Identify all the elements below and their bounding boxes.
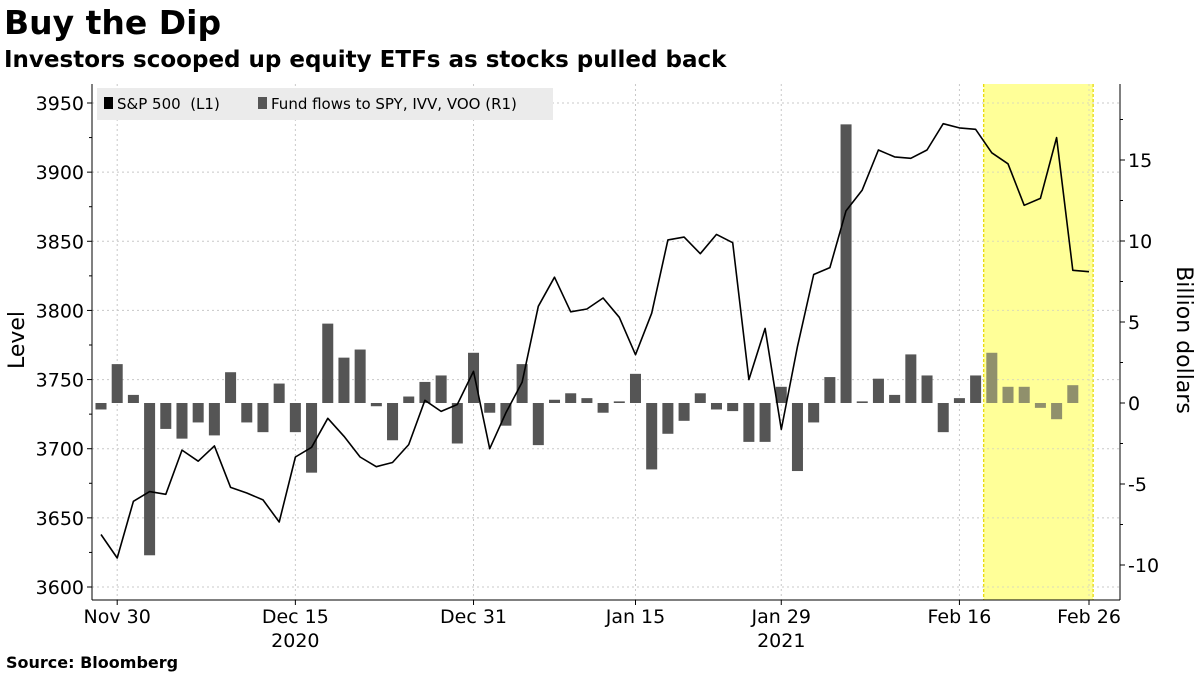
flow-bar: [646, 403, 658, 470]
left-tick-label: 3600: [36, 577, 84, 599]
flow-bar: [273, 383, 285, 403]
flow-bar: [710, 403, 722, 410]
left-tick-label: 3800: [36, 300, 84, 322]
flow-bar: [160, 403, 172, 429]
flow-bar: [144, 403, 156, 556]
left-tick-label: 3750: [36, 370, 84, 392]
flow-bar: [370, 403, 382, 407]
right-tick-label: -5: [1128, 474, 1147, 496]
flow-bar: [532, 403, 544, 446]
flow-bar: [451, 403, 463, 444]
flow-bar: [208, 403, 220, 436]
flow-bar: [403, 396, 415, 403]
flow-bar: [1034, 403, 1046, 408]
flow-bar: [597, 403, 609, 413]
flow-bar: [289, 403, 301, 433]
flow-bar: [905, 354, 917, 403]
flow-bar: [581, 398, 593, 403]
flow-bar: [225, 372, 237, 403]
flow-bar: [565, 393, 577, 403]
left-tick-label: 3700: [36, 439, 84, 461]
flow-bar: [872, 378, 884, 403]
x-year-label: 2020: [271, 630, 319, 652]
right-tick-label: 15: [1128, 150, 1152, 172]
flow-bar: [354, 349, 366, 403]
flow-bar: [484, 403, 496, 413]
x-tick-label: Nov 30: [84, 606, 151, 628]
flow-bar: [678, 403, 690, 421]
flow-bar: [759, 403, 771, 442]
flow-bar: [549, 399, 561, 403]
legend-label-fund-flows: Fund flows to SPY, IVV, VOO (R1): [271, 95, 517, 113]
flow-bar: [662, 403, 674, 434]
left-tick-label: 3650: [36, 508, 84, 530]
flow-bar: [727, 403, 739, 412]
flow-bar: [127, 394, 139, 403]
flow-bar: [192, 403, 204, 423]
flow-bar: [1051, 403, 1063, 420]
source-note: Source: Bloomberg: [6, 653, 179, 672]
right-tick-label: 5: [1128, 312, 1140, 334]
flow-bar: [937, 403, 949, 433]
flow-bar: [856, 401, 868, 403]
flow-bar: [743, 403, 755, 442]
right-tick-label: -10: [1128, 555, 1159, 577]
right-axis-title: Billion dollars: [1171, 266, 1196, 414]
x-year-label: 2021: [757, 630, 805, 652]
legend-box: [97, 88, 553, 120]
flow-bar: [387, 403, 399, 441]
x-tick-label: Feb 16: [927, 606, 991, 628]
flow-bar: [176, 403, 188, 439]
flow-bar: [694, 393, 706, 403]
right-tick-label: 0: [1128, 393, 1140, 415]
chart-title: Buy the Dip: [4, 3, 222, 42]
flow-bar: [306, 403, 318, 473]
flow-bar: [322, 323, 334, 403]
left-tick-label: 3900: [36, 162, 84, 184]
flow-bar: [889, 394, 901, 403]
flow-bar: [791, 403, 803, 472]
sp500-line: [100, 122, 1090, 559]
legend-label-sp500: S&P 500 (L1): [117, 95, 220, 113]
flow-bar: [338, 357, 350, 403]
flow-bar: [241, 403, 253, 423]
flow-bar: [111, 364, 123, 403]
left-axis-title: Level: [5, 311, 30, 369]
flow-bar: [613, 401, 625, 403]
legend-swatch-sp500: [104, 97, 113, 109]
flow-bar: [1002, 386, 1014, 403]
legend-swatch-fund-flows: [258, 97, 267, 109]
flow-bar: [1067, 385, 1079, 403]
right-tick-label: 10: [1128, 231, 1152, 253]
flow-bar: [970, 375, 982, 403]
highlight-band: [983, 84, 1093, 600]
highlight-overlay: [983, 84, 1093, 600]
flow-bar: [921, 375, 933, 403]
flow-bar: [95, 403, 107, 410]
x-tick-label: Jan 15: [605, 606, 666, 628]
x-tick-label: Dec 31: [440, 606, 507, 628]
flow-bar: [468, 352, 480, 403]
flow-bar: [986, 352, 998, 403]
flow-bar: [824, 377, 836, 403]
flow-bar: [629, 373, 641, 403]
flow-bar: [1018, 386, 1030, 403]
flow-bar: [435, 375, 447, 403]
flow-bar: [808, 403, 820, 423]
left-tick-label: 3850: [36, 231, 84, 253]
left-tick-label: 3950: [36, 93, 84, 115]
flow-bar: [840, 124, 852, 404]
flow-bar: [419, 381, 431, 403]
chart-subtitle: Investors scooped up equity ETFs as stoc…: [4, 47, 727, 73]
flow-bar: [953, 398, 965, 403]
x-tick-label: Jan 29: [751, 606, 812, 628]
x-tick-label: Feb 26: [1057, 606, 1121, 628]
x-tick-label: Dec 15: [262, 606, 329, 628]
flow-bar: [775, 386, 787, 403]
flow-bar: [257, 403, 269, 433]
